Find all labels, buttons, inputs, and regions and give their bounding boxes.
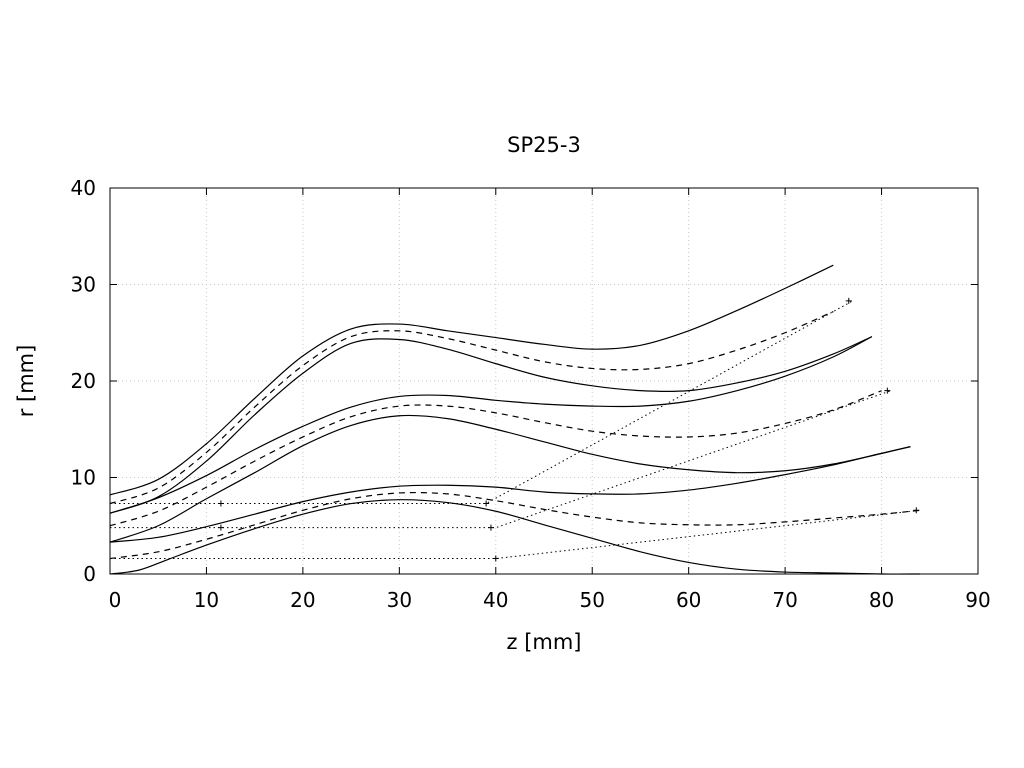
x-tick-label: 10 (194, 588, 219, 612)
x-tick-label: 80 (869, 588, 894, 612)
y-tick-label: 10 (71, 466, 96, 490)
plus-marker (492, 555, 499, 562)
x-axis-title: z [mm] (507, 630, 582, 654)
x-tick-label: 50 (579, 588, 604, 612)
series-line-12 (110, 509, 921, 560)
x-tick-label: 0 (109, 588, 122, 612)
plus-marker (487, 524, 494, 531)
plus-marker (845, 297, 852, 304)
series-line-4 (109, 336, 873, 514)
series-line-6 (109, 414, 911, 543)
plus-marker (913, 507, 920, 514)
plus-marker (217, 524, 224, 531)
series-line-7 (109, 446, 911, 543)
series-line-10 (110, 300, 853, 505)
plus-marker (217, 500, 224, 507)
x-tick-label: 60 (676, 588, 701, 612)
plot-markers (217, 297, 920, 562)
axis-ticks: 0 10 20 30 40 50 60 70 80 90 0 10 20 30 40 (71, 176, 991, 612)
plus-marker (884, 387, 891, 394)
series-line-2 (109, 310, 834, 505)
x-tick-label: 20 (290, 588, 315, 612)
y-tick-label: 20 (71, 369, 96, 393)
y-tick-label: 0 (83, 562, 96, 586)
series-line-8 (109, 491, 921, 560)
y-tick-label: 30 (71, 273, 96, 297)
y-tick-label: 40 (71, 176, 96, 200)
series-line-3 (109, 336, 873, 514)
grid (110, 188, 978, 574)
plus-marker (483, 500, 490, 507)
x-tick-label: 30 (387, 588, 412, 612)
x-tick-label: 40 (483, 588, 508, 612)
chart-title: SP25-3 (507, 133, 581, 157)
x-tick-label: 90 (965, 588, 990, 612)
series-line-1 (109, 264, 834, 496)
series-line-11 (110, 390, 892, 529)
y-axis-title: r [mm] (14, 345, 38, 418)
series-line-5 (109, 390, 882, 527)
x-tick-label: 70 (772, 588, 797, 612)
plot-frame (109, 187, 979, 575)
series-line-9 (109, 499, 921, 575)
plot-series (109, 264, 921, 575)
